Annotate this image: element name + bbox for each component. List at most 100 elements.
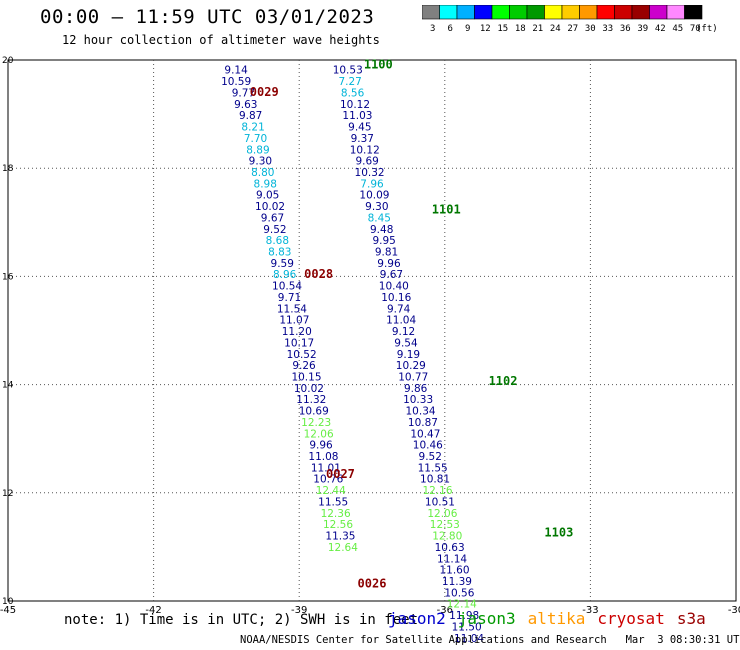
wave-height-value: 10.02 [255,201,285,213]
wave-height-value: 7.70 [244,133,267,145]
wave-height-value: 8.21 [241,122,264,134]
wave-height-value: 9.67 [261,212,284,224]
scale-label: 33 [602,24,613,34]
wave-height-value: 12.56 [323,519,353,531]
pass-time-label: 1103 [544,525,573,539]
wave-height-value: 11.04 [386,315,416,327]
wave-height-value: 11.07 [279,315,309,327]
wave-height-value: 11.35 [325,531,355,543]
wave-height-value: 9.37 [351,133,374,145]
wave-height-value: 7.96 [360,178,384,190]
wave-height-value: 12.80 [432,531,462,543]
wave-height-value: 11.60 [439,565,469,577]
wave-height-value: 10.15 [291,371,321,383]
wave-height-value: 9.48 [370,224,393,236]
wave-height-value: 10.34 [406,406,436,418]
wave-height-value: 12.06 [304,428,334,440]
wave-height-value: 11.08 [308,451,338,463]
legend-item-cryosat: cryosat [597,609,665,628]
wave-height-value: 8.45 [368,212,391,224]
wave-height-value: 10.32 [355,167,385,179]
wave-height-value: 12.64 [328,542,358,554]
legend-item-jason2: jason2 [388,609,446,628]
footnote: note: 1) Time is in UTC; 2) SWH is in fe… [64,612,419,628]
wave-height-value: 12.23 [301,417,331,429]
wave-height-value: 9.63 [234,99,257,111]
y-tick-label: 12 [2,489,13,499]
scale-label: 9 [465,24,470,34]
pass-time-label: 0028 [304,267,333,281]
wave-height-value: 10.69 [299,406,329,418]
wave-height-value: 9.45 [348,122,371,134]
wave-height-value: 10.54 [272,281,302,293]
wave-height-value: 12.06 [427,508,457,520]
wave-height-value: 8.89 [246,144,269,156]
wave-height-value: 11.32 [296,394,326,406]
y-tick-label: 14 [2,381,14,391]
wave-height-value: 11.55 [418,462,448,474]
wave-height-value: 9.96 [377,258,401,270]
wave-height-value: 9.95 [372,235,395,247]
x-tick-label: -39 [291,605,307,616]
x-tick-label: -33 [582,605,598,616]
wave-height-value: 10.77 [398,371,428,383]
wave-height-value: 11.50 [452,621,482,633]
wave-height-value: 9.30 [249,156,272,168]
wave-height-value: 10.76 [313,474,343,486]
wave-height-value: 11.20 [282,326,312,338]
y-tick-label: 20 [2,56,14,66]
scale-label: 18 [515,24,526,34]
pass-time-label: 1100 [364,57,393,71]
wave-height-value: 8.96 [273,269,297,281]
x-tick-label: -30 [728,605,740,616]
x-tick-label: -45 [0,605,16,616]
wave-height-value: 9.86 [404,383,428,395]
wave-height-value: 8.98 [254,178,277,190]
y-tick-label: 16 [2,272,14,282]
wave-height-value: 9.19 [397,349,420,361]
wave-height-value: 10.59 [221,76,251,88]
pass-time-label: 1101 [432,202,461,216]
scale-label: 39 [637,24,648,34]
wave-height-value: 8.68 [266,235,289,247]
scale-swatch [684,5,703,20]
pass-time-label: 0026 [358,577,387,591]
wave-height-value: 11.39 [442,576,472,588]
wave-height-value: 8.83 [268,247,291,259]
color-scale: 3 6 9 12 15 18 21 24 27 30 33 36 39 42 45 70(ft) [422,5,718,34]
wave-height-value: 9.67 [380,269,403,281]
pass-time-label: 0027 [326,467,355,481]
scale-label: 3 [430,24,435,34]
wave-height-value: 9.59 [271,258,294,270]
wave-height-value: 10.46 [413,440,443,452]
scale-label: 27 [567,24,578,34]
wave-height-value: 10.17 [284,337,314,349]
wave-height-value: 11.14 [437,553,467,565]
wave-height-value: 10.56 [444,587,474,599]
wave-height-value: 10.02 [294,383,324,395]
page-title: 00:00 – 11:59 UTC 03/01/2023 [40,6,375,28]
wave-height-value: 10.16 [381,292,411,304]
x-tick-label: -42 [145,605,161,616]
wave-height-value: 9.26 [292,360,316,372]
scale-label: 42 [655,24,666,34]
wave-height-value: 10.40 [379,281,409,293]
scale-label: 24 [550,24,561,34]
pass-time-label: 0029 [250,85,279,99]
wave-height-value: 9.71 [278,292,301,304]
wave-height-value: 10.09 [359,190,389,202]
legend-item-s3a: s3a [676,609,706,628]
wave-height-value: 9.30 [365,201,388,213]
page-subtitle: 12 hour collection of altimeter wave hei… [62,33,380,47]
satellite-legend: jason2 jason3 altika cryosat s3a [388,609,718,628]
wave-height-value: 12.36 [321,508,351,520]
wave-height-value: 9.81 [375,247,398,259]
wave-height-value: 10.12 [350,144,380,156]
wave-height-value: 8.56 [341,87,365,99]
scale-label: 21 [532,24,543,34]
wave-height-value: 10.47 [410,428,440,440]
y-tick-label: 10 [2,597,14,607]
wave-height-value: 11.04 [454,633,484,645]
scale-label: 6 [448,24,453,34]
wave-height-value: 12.44 [316,485,346,497]
